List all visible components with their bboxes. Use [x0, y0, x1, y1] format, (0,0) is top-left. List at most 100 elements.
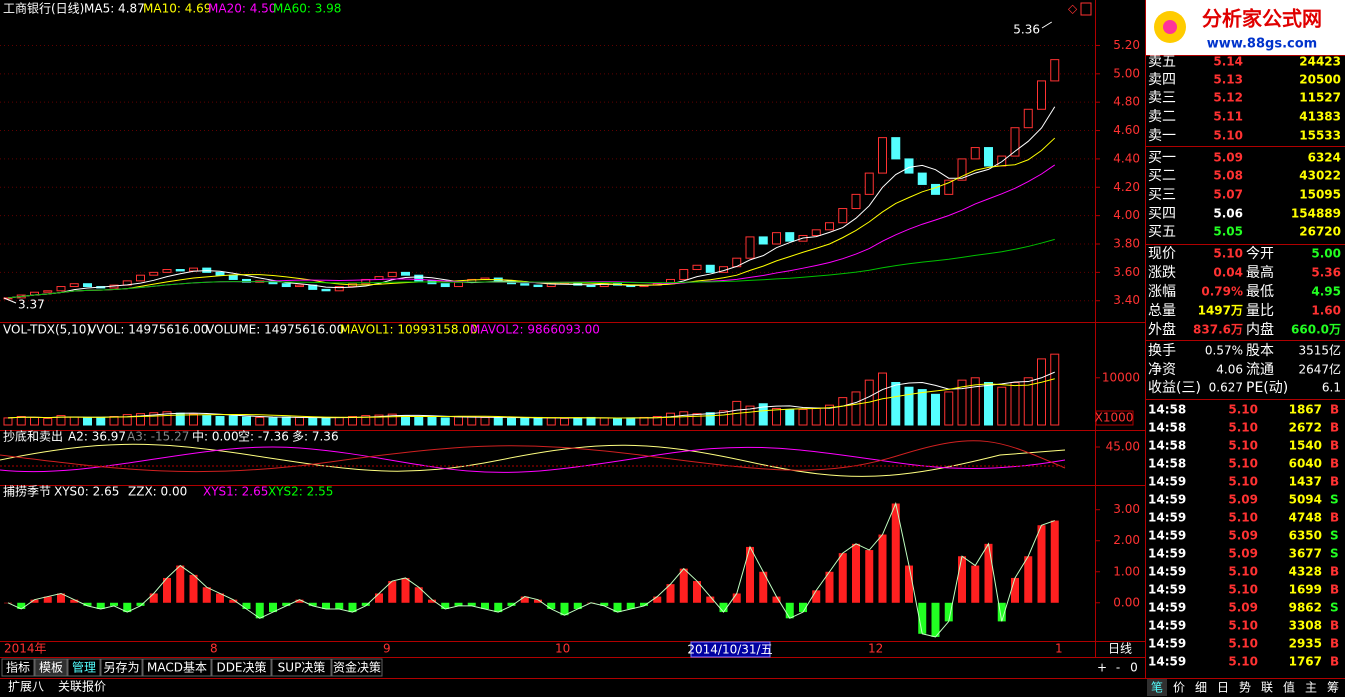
volume-bar	[30, 416, 39, 426]
trade-side: B	[1330, 583, 1339, 597]
candle	[931, 183, 940, 195]
season-bar	[149, 593, 158, 603]
quote-value: 660.0万	[1291, 323, 1341, 337]
tab-label[interactable]: 资金决策	[333, 660, 381, 675]
season-bar	[560, 602, 569, 616]
trade-price: 5.10	[1228, 403, 1258, 417]
candle	[772, 232, 781, 245]
signal-curve	[0, 446, 1066, 473]
book-price: 5.12	[1213, 91, 1243, 105]
volume-bar	[666, 412, 675, 426]
bottom-icon[interactable]: 势	[1239, 681, 1251, 695]
tab[interactable]	[67, 658, 101, 677]
volume-bar	[1010, 382, 1020, 426]
season-bar	[878, 534, 887, 603]
tab-label[interactable]: SUP决策	[278, 661, 326, 675]
tab-label[interactable]: DDE决策	[216, 661, 266, 675]
tab-label[interactable]: 管理	[72, 660, 96, 675]
tab-label[interactable]: 指标	[6, 660, 30, 675]
volume-bar	[56, 415, 66, 426]
volume-bar	[414, 416, 424, 426]
logo-flower-center	[1163, 20, 1177, 34]
tab[interactable]	[1, 658, 35, 677]
volume-bar	[785, 409, 795, 426]
season-bar	[600, 602, 609, 606]
info-label: 收益(三)	[1148, 380, 1201, 396]
volume-bar	[811, 407, 821, 426]
tab-label[interactable]: 模板	[39, 661, 63, 675]
volume-bar	[427, 416, 437, 426]
volume-bar	[931, 393, 940, 426]
volume-bar	[984, 382, 993, 426]
season-bar	[931, 602, 940, 637]
volume-bar	[202, 415, 212, 426]
zoom-button[interactable]: +	[1097, 661, 1107, 675]
season-title: 捕捞季节	[3, 484, 51, 499]
book-volume: 41383	[1299, 110, 1341, 124]
bottom-icon[interactable]: 联	[1261, 681, 1273, 695]
season-bar	[520, 596, 529, 603]
volume-bar	[838, 397, 848, 426]
season-bar	[626, 602, 635, 609]
tab[interactable]	[211, 658, 272, 677]
zoom-button[interactable]: -	[1116, 661, 1120, 675]
tab-label[interactable]: MACD基本	[147, 661, 207, 675]
tab[interactable]	[142, 658, 212, 677]
volume-bar	[96, 416, 106, 426]
bottom-icon[interactable]: 筹	[1327, 681, 1339, 695]
bottom-icon[interactable]: 笔	[1151, 680, 1163, 695]
book-label: 卖二	[1148, 109, 1176, 125]
tab[interactable]	[100, 658, 143, 677]
tab[interactable]	[271, 658, 332, 677]
volume-bar	[520, 417, 530, 426]
date-month: 9	[383, 642, 391, 656]
season-bar	[494, 602, 503, 613]
zoom-button[interactable]: 0	[1130, 661, 1138, 675]
tab[interactable]	[331, 658, 383, 677]
season-bar	[189, 574, 198, 603]
book-price: 5.05	[1213, 225, 1243, 239]
tab-label[interactable]: 扩展八	[8, 680, 44, 694]
trade-price: 5.10	[1228, 637, 1258, 651]
quote-label: 涨跌	[1148, 265, 1176, 281]
trade-volume: 6040	[1289, 457, 1322, 471]
season-bar	[1037, 525, 1046, 603]
trade-volume: 2935	[1289, 637, 1322, 651]
trade-side: B	[1330, 457, 1339, 471]
volume-bar	[109, 416, 119, 426]
trade-side: B	[1330, 619, 1339, 633]
trade-price: 5.10	[1228, 565, 1258, 579]
volume-bar	[3, 417, 13, 426]
bottom-icon[interactable]: 价	[1173, 681, 1185, 695]
volume-bar	[692, 413, 702, 426]
tab-label[interactable]: 关联报价	[58, 679, 106, 694]
trade-volume: 1437	[1289, 475, 1322, 489]
tab-label[interactable]: 另存为	[103, 661, 139, 675]
bottom-icon[interactable]: 日	[1217, 681, 1229, 695]
season-bar	[905, 565, 913, 603]
book-price: 5.07	[1213, 188, 1243, 202]
quote-value: 5.10	[1213, 247, 1243, 261]
trade-time: 14:59	[1148, 637, 1186, 651]
candle	[825, 222, 834, 231]
season-bar	[467, 602, 476, 606]
bottom-icon[interactable]: 主	[1305, 681, 1317, 695]
bottom-icon[interactable]: 值	[1283, 680, 1295, 695]
season-bar	[30, 599, 39, 603]
season-bar	[57, 593, 65, 603]
date-month: 1	[1055, 642, 1063, 656]
corner-box	[1080, 2, 1092, 16]
volume-bar	[295, 416, 304, 426]
candle	[56, 286, 66, 292]
logo-title: 分析家公式网	[1202, 7, 1322, 31]
season-bar	[838, 553, 847, 603]
volume-bar	[16, 416, 26, 426]
y-tick-label: 10000	[1102, 370, 1140, 384]
season-bar	[1011, 577, 1019, 603]
tab[interactable]	[34, 658, 68, 677]
quote-label: 现价	[1148, 246, 1176, 262]
stock-name: 工商银行(日线)	[3, 1, 84, 16]
bottom-icon[interactable]: 细	[1195, 681, 1207, 695]
signal-a3: A3: -15.27	[127, 430, 189, 444]
quote-label: 最高	[1246, 264, 1274, 281]
